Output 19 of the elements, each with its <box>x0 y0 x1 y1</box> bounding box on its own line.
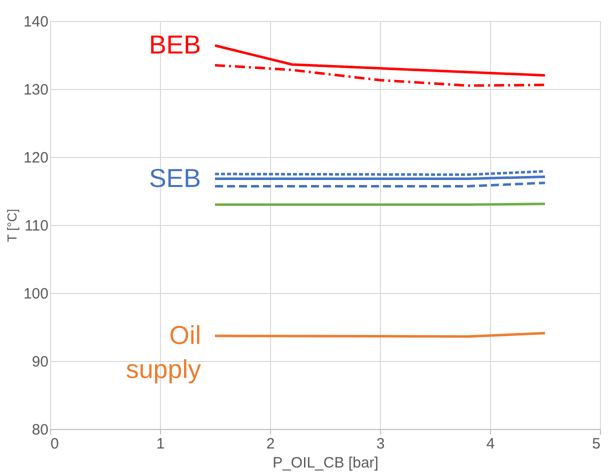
x-tick-label: 4 <box>486 436 495 452</box>
x-tick-label: 5 <box>592 436 600 452</box>
x-tick-label: 0 <box>50 436 59 452</box>
x-axis-title: P_OIL_CB [bar] <box>272 454 378 472</box>
y-tick-label: 110 <box>24 218 48 234</box>
y-axis-title: T [°C] <box>4 208 20 242</box>
y-tick-label: 90 <box>32 354 48 370</box>
y-tick-label: 130 <box>23 82 48 98</box>
series-label: Oil supply <box>126 320 201 384</box>
x-tick-label: 1 <box>156 436 165 452</box>
series-label: BEB <box>148 29 201 60</box>
y-tick-label: 120 <box>23 150 48 166</box>
y-tick-label: 80 <box>32 422 48 438</box>
x-tick-label: 2 <box>266 436 275 452</box>
line-series <box>214 64 546 87</box>
y-tick-label: 140 <box>23 14 48 30</box>
y-tick-label: 100 <box>23 286 48 302</box>
x-tick-label: 3 <box>376 436 385 452</box>
series-label: SEB <box>148 162 201 193</box>
